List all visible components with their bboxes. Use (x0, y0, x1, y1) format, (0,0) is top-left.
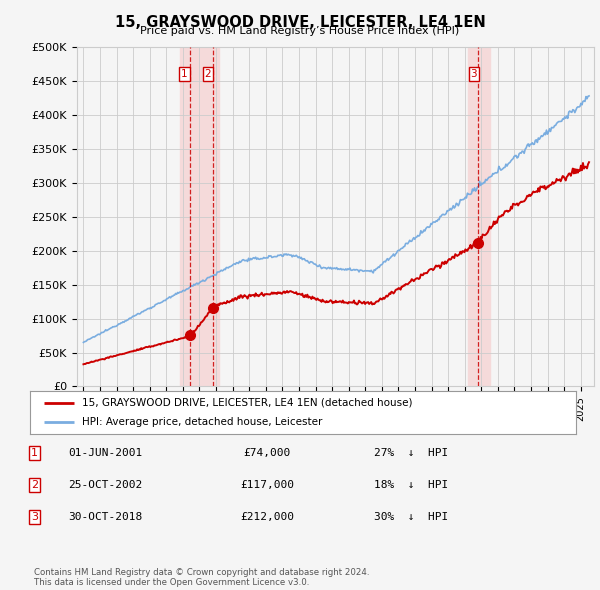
Text: HPI: Average price, detached house, Leicester: HPI: Average price, detached house, Leic… (82, 417, 322, 427)
Text: 3: 3 (470, 70, 477, 79)
Text: 3: 3 (31, 512, 38, 522)
Text: 2: 2 (31, 480, 38, 490)
Text: £117,000: £117,000 (240, 480, 294, 490)
Text: £212,000: £212,000 (240, 512, 294, 522)
Text: 01-JUN-2001: 01-JUN-2001 (68, 448, 142, 458)
Bar (179, 47, 220, 386)
Text: 30%  ↓  HPI: 30% ↓ HPI (374, 512, 448, 522)
Text: Price paid vs. HM Land Registry’s House Price Index (HPI): Price paid vs. HM Land Registry’s House … (140, 26, 460, 36)
Text: 15, GRAYSWOOD DRIVE, LEICESTER, LE4 1EN (detached house): 15, GRAYSWOOD DRIVE, LEICESTER, LE4 1EN … (82, 398, 412, 408)
Text: 2: 2 (205, 70, 211, 79)
Text: 30-OCT-2018: 30-OCT-2018 (68, 512, 142, 522)
Text: Contains HM Land Registry data © Crown copyright and database right 2024.
This d: Contains HM Land Registry data © Crown c… (34, 568, 370, 587)
Text: 18%  ↓  HPI: 18% ↓ HPI (374, 480, 448, 490)
Text: £74,000: £74,000 (244, 448, 290, 458)
Bar (468, 47, 490, 386)
Text: 15, GRAYSWOOD DRIVE, LEICESTER, LE4 1EN: 15, GRAYSWOOD DRIVE, LEICESTER, LE4 1EN (115, 15, 485, 30)
Text: 1: 1 (31, 448, 38, 458)
Text: 27%  ↓  HPI: 27% ↓ HPI (374, 448, 448, 458)
Text: 1: 1 (181, 70, 188, 79)
Text: 25-OCT-2002: 25-OCT-2002 (68, 480, 142, 490)
